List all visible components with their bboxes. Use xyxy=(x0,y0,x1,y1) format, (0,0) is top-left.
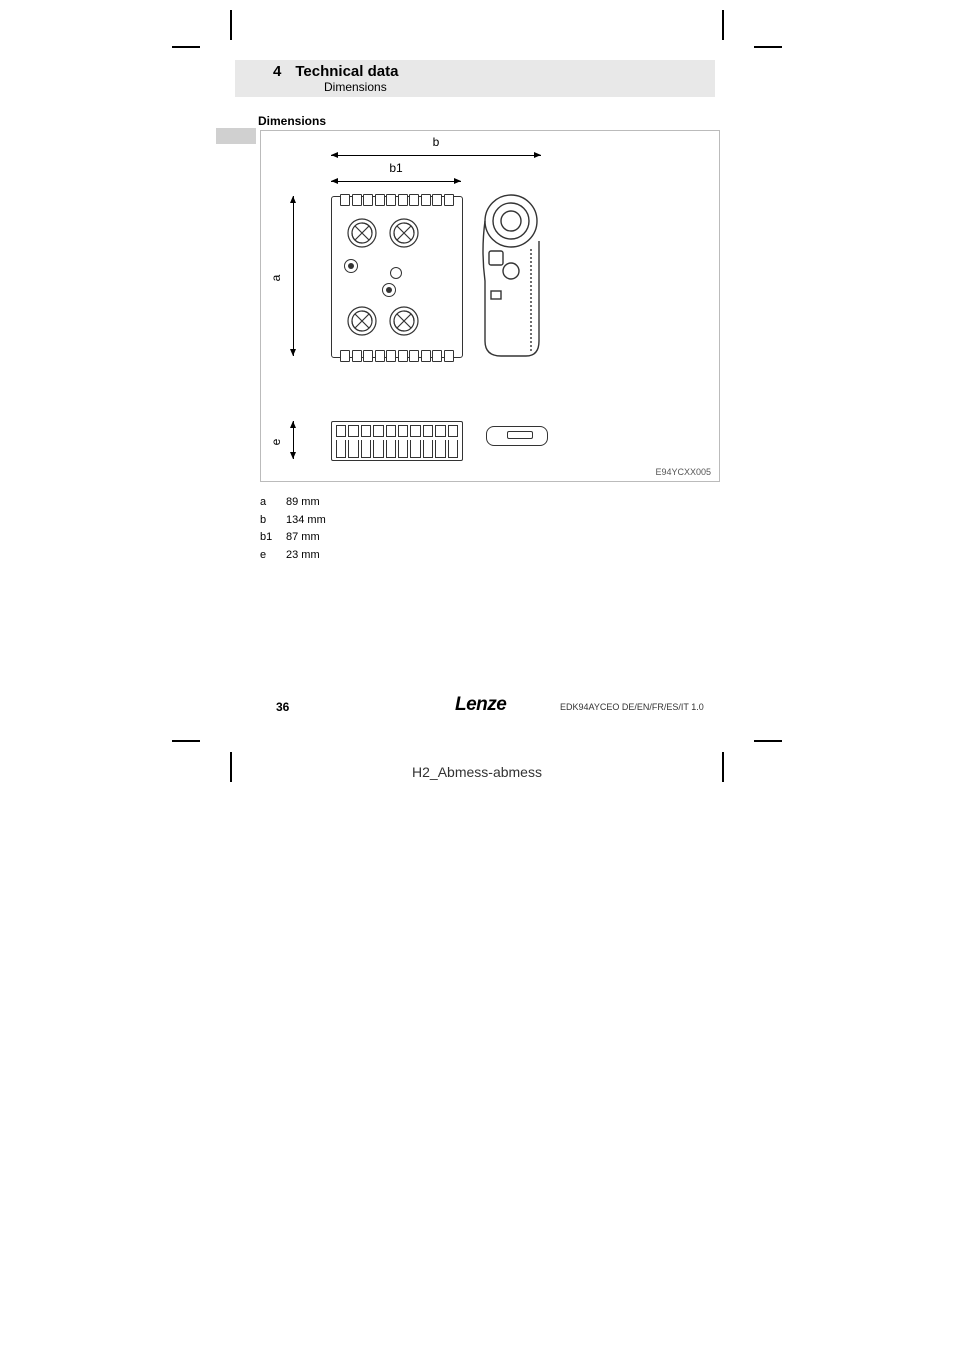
section-subtitle: Dimensions xyxy=(324,80,387,94)
dim-arrow-b xyxy=(331,155,541,156)
crop-mark xyxy=(722,10,724,40)
sidebar-accent xyxy=(216,128,256,144)
dimensions-list: a89 mm b134 mm b187 mm e23 mm xyxy=(260,494,326,564)
dim-value: 89 mm xyxy=(286,496,320,508)
side-terminal-labels xyxy=(336,425,458,437)
dim-key: a xyxy=(260,494,286,512)
dim-label-b: b xyxy=(331,135,541,149)
screw-icon xyxy=(382,283,396,297)
dim-label-a: a xyxy=(269,273,283,283)
dim-row: b187 mm xyxy=(260,529,326,547)
crop-mark xyxy=(230,10,232,40)
terminal-row xyxy=(340,194,454,204)
screw-icon xyxy=(344,259,358,273)
section-number: 4 xyxy=(273,63,281,80)
dim-key: b1 xyxy=(260,529,286,547)
device-top-view xyxy=(331,196,463,358)
dim-key: b xyxy=(260,512,286,530)
dim-value: 23 mm xyxy=(286,549,320,561)
crop-mark xyxy=(172,740,200,742)
dimensions-heading: Dimensions xyxy=(258,114,326,128)
dim-label-b1: b1 xyxy=(331,161,461,175)
terminal-row xyxy=(340,350,454,360)
dim-value: 134 mm xyxy=(286,514,326,526)
vent-icon xyxy=(346,305,378,337)
dim-label-e: e xyxy=(269,437,283,447)
dim-key: e xyxy=(260,547,286,565)
dim-row: e23 mm xyxy=(260,547,326,565)
dim-arrow-b1 xyxy=(331,181,461,182)
dim-value: 87 mm xyxy=(286,531,320,543)
page-number: 36 xyxy=(276,700,289,714)
section-title: Technical data xyxy=(295,63,398,80)
vent-icon xyxy=(388,305,420,337)
dim-row: b134 mm xyxy=(260,512,326,530)
footer-tag: H2_Abmess-abmess xyxy=(0,764,954,780)
crop-mark xyxy=(754,46,782,48)
dim-arrow-a xyxy=(293,196,294,356)
page: 4 Technical data Dimensions Dimensions b… xyxy=(0,0,954,1350)
document-code: EDK94AYCEO DE/EN/FR/ES/IT 1.0 xyxy=(560,702,704,712)
dim-arrow-e xyxy=(293,421,294,459)
header-bar: 4 Technical data xyxy=(235,60,715,97)
figure-code: E94YCXX005 xyxy=(655,467,711,477)
circle-icon xyxy=(390,267,402,279)
vent-icon xyxy=(346,217,378,249)
dimensions-figure: b b1 a e xyxy=(260,130,720,482)
dim-row: a89 mm xyxy=(260,494,326,512)
device-connector xyxy=(471,191,541,361)
crop-mark xyxy=(754,740,782,742)
device-side-view xyxy=(331,421,463,461)
crop-mark xyxy=(172,46,200,48)
connector-side-view xyxy=(486,426,548,446)
side-slots xyxy=(336,440,458,458)
vent-icon xyxy=(388,217,420,249)
brand-logo: Lenze xyxy=(455,694,506,716)
